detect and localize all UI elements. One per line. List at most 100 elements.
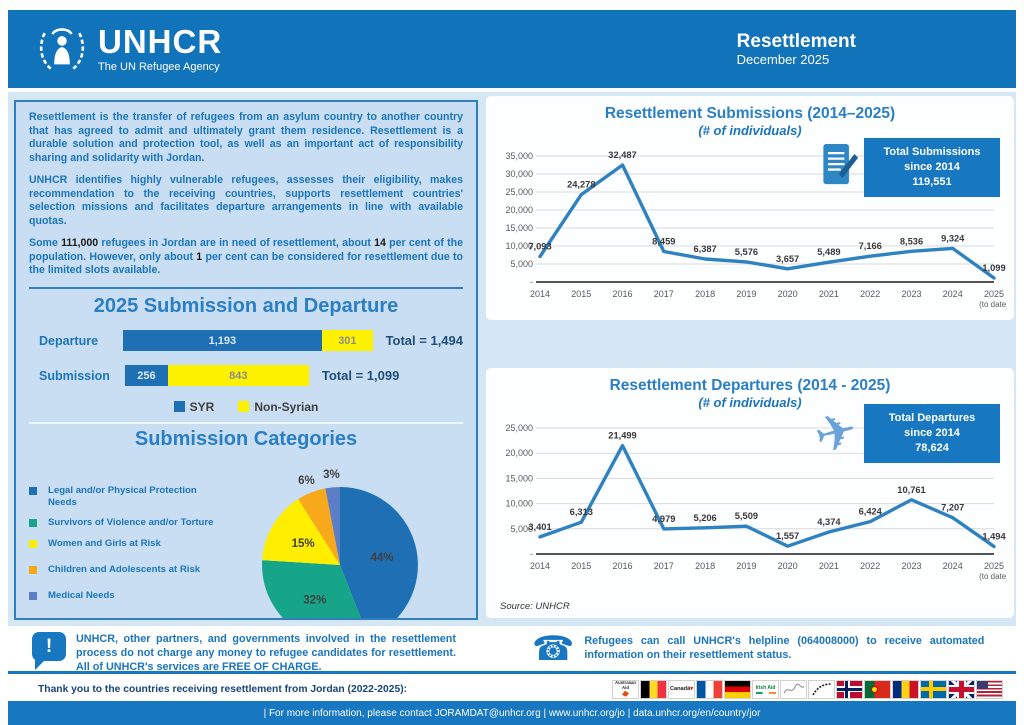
submissions-badge-group: Total Submissions since 2014 119,551 (817, 138, 1000, 197)
svg-text:3%: 3% (323, 469, 340, 481)
svg-text:5,576: 5,576 (735, 247, 758, 257)
svg-text:6,424: 6,424 (859, 507, 883, 517)
svg-text:15%: 15% (292, 538, 315, 550)
departure-total: Total = 1,494 (385, 333, 463, 349)
svg-text:-: - (530, 549, 533, 559)
svg-text:4,979: 4,979 (652, 514, 675, 524)
svg-text:2025: 2025 (984, 561, 1004, 571)
notices-section: ! UNHCR, other partners, and governments… (8, 626, 1016, 674)
svg-text:20,000: 20,000 (505, 448, 533, 458)
departures-line-chart: 5,000 10,000 15,000 20,000 25,000 - 3,401 6,313… (505, 423, 1006, 581)
svg-text:-: - (530, 277, 533, 287)
svg-text:6,387: 6,387 (693, 244, 716, 254)
pie-legend-item: Legal and/or Physical Protection Needs (29, 485, 217, 508)
svg-text:2022: 2022 (860, 561, 880, 571)
non-syrian-swatch (238, 401, 250, 413)
intro-paragraph-1: Resettlement is the transfer of refugees… (29, 111, 463, 164)
legend-item-non-syrian: Non-Syrian (238, 400, 318, 414)
svg-text:1,557: 1,557 (776, 531, 799, 541)
svg-text:6,313: 6,313 (570, 507, 593, 517)
svg-text:5,000: 5,000 (510, 524, 533, 534)
telephone-icon: ☎ (532, 630, 575, 668)
org-name: UNHCR (98, 23, 223, 60)
svg-text:25,000: 25,000 (505, 423, 533, 433)
divider (29, 422, 463, 425)
svg-text:2014: 2014 (530, 561, 550, 571)
svg-text:24,278: 24,278 (567, 180, 595, 190)
airplane-icon: ✈ (808, 401, 864, 466)
svg-text:2019: 2019 (736, 289, 756, 299)
svg-text:3,401: 3,401 (528, 522, 551, 532)
svg-text:2023: 2023 (901, 289, 921, 299)
svg-text:32,487: 32,487 (608, 150, 636, 160)
svg-text:5,000: 5,000 (510, 259, 533, 269)
submission-bar: 256 843 (125, 365, 309, 387)
source-note: Source: UNHCR (500, 601, 570, 612)
svg-text:35,000: 35,000 (505, 151, 533, 161)
svg-text:15,000: 15,000 (505, 473, 533, 483)
flag-france (697, 680, 722, 698)
svg-text:15,000: 15,000 (505, 223, 533, 233)
svg-text:2023: 2023 (901, 561, 921, 571)
bar-row-submission: Submission 256 843 Total = 1,099 (39, 365, 463, 387)
svg-text:2017: 2017 (654, 289, 674, 299)
svg-text:2016: 2016 (612, 289, 632, 299)
flag-germany (725, 680, 750, 698)
exclamation-bubble-icon: ! (32, 632, 66, 670)
svg-text:2025: 2025 (984, 289, 1004, 299)
bar-row-label: Departure (39, 333, 99, 348)
submissions-line-chart: 5,000 10,000 15,000 20,000 25,000 30,000 35,00… (505, 150, 1006, 309)
submissions-chart-subtitle: (# of individuals) (698, 123, 802, 138)
unhcr-emblem-icon (36, 19, 88, 80)
legend-item-syr: SYR (173, 400, 214, 414)
pie-section: Legal and/or Physical Protection Needs S… (29, 463, 463, 618)
flag-sweden (921, 680, 946, 698)
departure-bar: 1,193 301 (122, 330, 373, 352)
svg-text:2021: 2021 (819, 289, 839, 299)
flag-belgium (641, 680, 666, 698)
svg-text:5,509: 5,509 (735, 511, 758, 521)
flag-united-kingdom (949, 680, 974, 698)
svg-text:4,374: 4,374 (817, 517, 841, 527)
departures-chart-card: Resettlement Departures (2014 - 2025) (#… (486, 368, 1014, 618)
bar-row-departure: Departure 1,193 301 Total = 1,494 (39, 330, 463, 352)
submission-total: Total = 1,099 (321, 368, 400, 384)
syr-swatch (173, 401, 185, 413)
page-date: December 2025 (736, 52, 830, 68)
svg-text:1,099: 1,099 (982, 263, 1005, 273)
flag-ireland-irish-aid: Irish Aid (753, 680, 778, 698)
svg-text:2021: 2021 (819, 561, 839, 571)
pie-legend-item: Children and Adolescents at Risk (29, 564, 217, 576)
svg-text:7,207: 7,207 (941, 503, 964, 513)
unhcr-logo: UNHCR The UN Refugee Agency (36, 19, 222, 80)
departures-chart-subtitle: (# of individuals) (698, 395, 802, 410)
flag-canada: Canadä▾ (669, 680, 694, 698)
bar-chart-title: 2025 Submission and Departure (93, 295, 399, 318)
intro-panel: Resettlement is the transfer of refugees… (14, 100, 478, 620)
svg-text:2024: 2024 (943, 561, 963, 571)
total-submissions-badge: Total Submissions since 2014 119,551 (864, 138, 1000, 197)
svg-text:25,000: 25,000 (505, 187, 533, 197)
svg-text:20,000: 20,000 (505, 205, 533, 215)
svg-text:3,657: 3,657 (776, 254, 799, 264)
helpline-notice: ☎ Refugees can call UNHCR's helpline (06… (532, 630, 985, 668)
departures-chart-title: Resettlement Departures (2014 - 2025) (609, 377, 891, 394)
page-title: Resettlement (736, 30, 856, 52)
svg-text:2015: 2015 (571, 561, 591, 571)
pie-legend-item: Survivors of Violence and/or Torture (29, 517, 217, 529)
country-flags-row: Australian Aid Canadä▾ Irish Aid (613, 680, 1002, 698)
svg-text:30,000: 30,000 (505, 169, 533, 179)
svg-text:10,000: 10,000 (505, 241, 533, 251)
bar-chart-legend: SYR Non-Syrian (29, 400, 463, 414)
svg-text:9,324: 9,324 (941, 233, 965, 243)
intro-paragraph-2: UNHCR identifies highly vulnerable refug… (29, 174, 463, 227)
flag-norway (837, 680, 862, 698)
svg-text:5,489: 5,489 (817, 247, 840, 257)
footer-contact-text: | For more information, please contact J… (263, 707, 761, 719)
flag-new-zealand-aid (809, 680, 834, 698)
total-departures-badge: Total Departures since 2014 78,624 (864, 404, 1000, 463)
flag-romania (893, 680, 918, 698)
svg-text:2017: 2017 (654, 561, 674, 571)
svg-text:44%: 44% (371, 552, 394, 564)
svg-text:2022: 2022 (860, 289, 880, 299)
